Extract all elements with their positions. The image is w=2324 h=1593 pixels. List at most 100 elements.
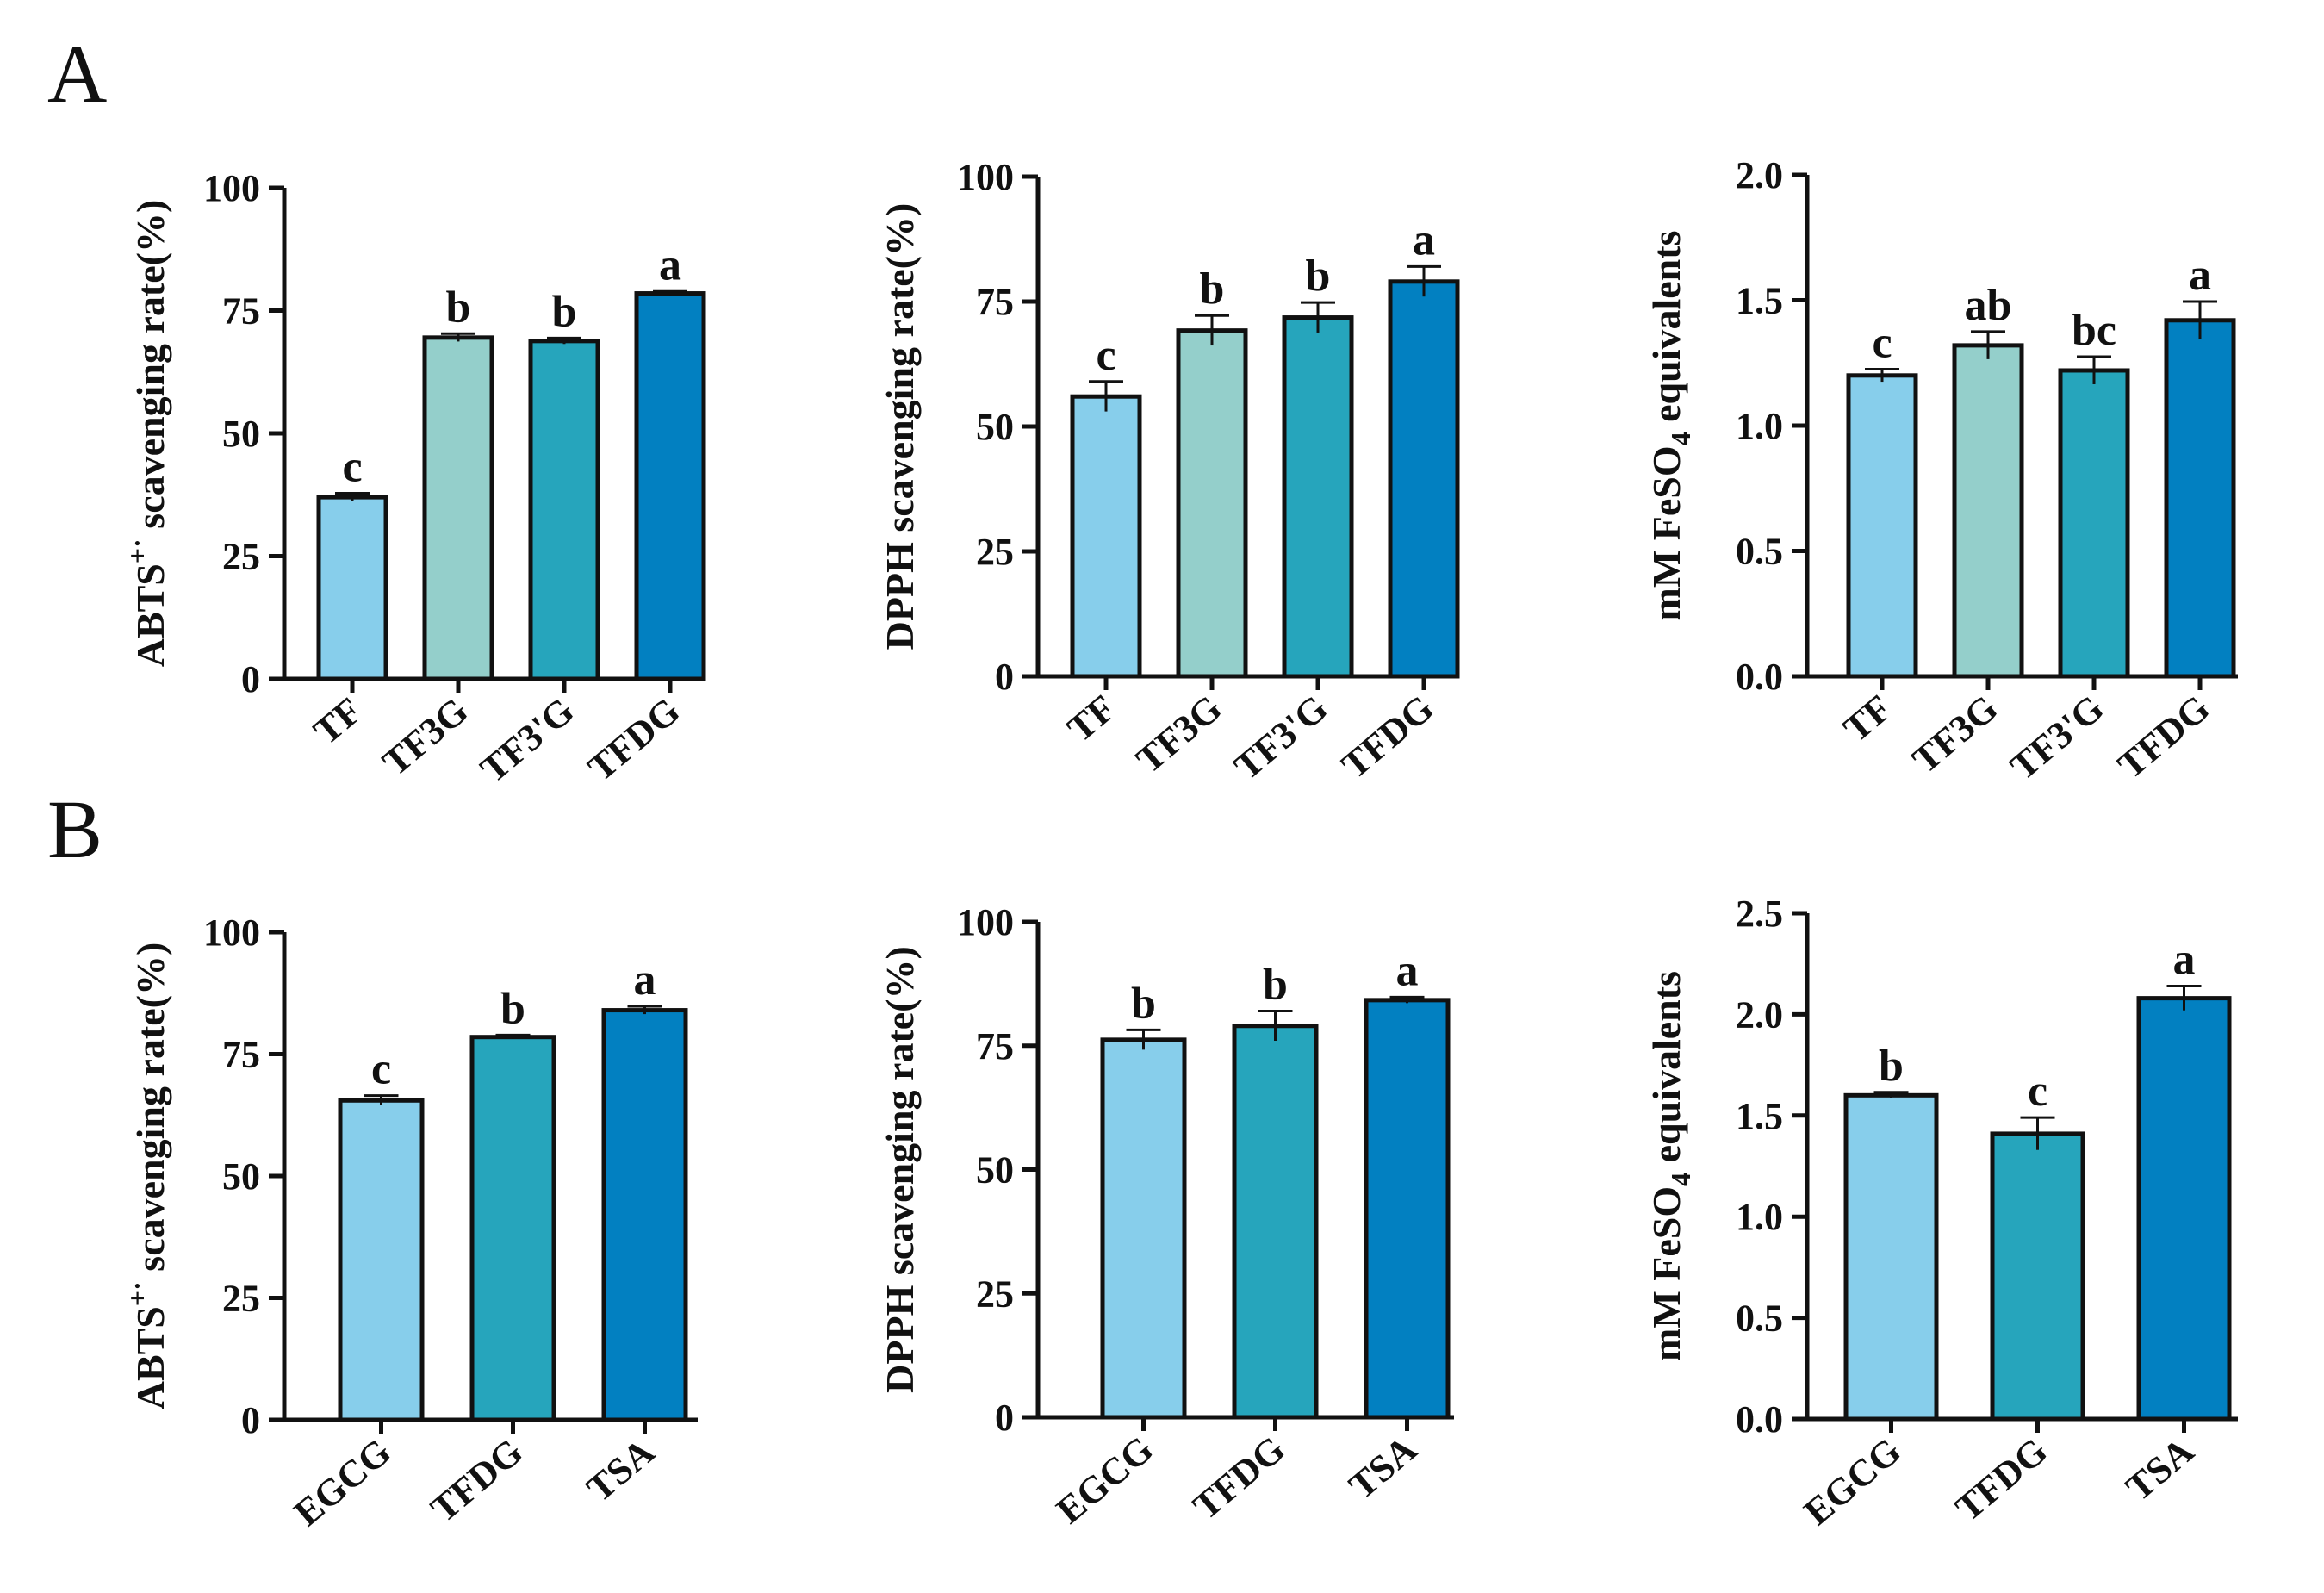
y-tick-label: 2.0 xyxy=(1736,993,1783,1036)
bar-tf3g xyxy=(1176,328,1248,679)
y-tick-label: 1.0 xyxy=(1736,1196,1783,1238)
significance-label: c xyxy=(342,443,362,492)
y-axis-title-superscript: +· xyxy=(121,1281,152,1306)
y-tick-label: 75 xyxy=(976,281,1014,323)
bar-tf3g xyxy=(2058,368,2130,679)
x-tick-label: TF3G xyxy=(1128,687,1230,781)
y-tick-label: 0.5 xyxy=(1736,531,1783,573)
x-tick-label: TF3'G xyxy=(2002,687,2111,788)
y-tick-label: 50 xyxy=(222,1155,260,1198)
y-tick-label: 0.5 xyxy=(1736,1297,1783,1340)
y-axis-title-superscript: +· xyxy=(121,538,152,563)
significance-label: b xyxy=(500,984,525,1033)
y-axis-title-rest: scavenging rate(%) xyxy=(128,200,172,538)
y-axis-title-rest: scavenging rate(%) xyxy=(128,943,172,1281)
y-tick-label: 100 xyxy=(957,901,1014,943)
bar-tfdg xyxy=(1990,1131,2085,1422)
y-axis-title: mM FeSO4 equivalents xyxy=(1644,231,1696,621)
y-axis-title-subscript: 4 xyxy=(1665,1173,1696,1186)
significance-label: c xyxy=(1872,319,1892,368)
y-axis-title-rest: equivalents xyxy=(1644,231,1688,432)
bar-tfdg xyxy=(469,1035,556,1422)
chart-5: 0 25 50 75 100 b EGCG b TFDG a TSA DPPH scavenging … xyxy=(878,901,1454,1532)
x-tick-label: TSA xyxy=(2118,1429,2202,1509)
y-tick-label: 1.5 xyxy=(1736,280,1783,322)
significance-label: c xyxy=(371,1045,391,1094)
chart-2: 0 25 50 75 100 c TF b TF3G b TF3'G a TFDG DPPH scaven… xyxy=(878,156,1460,788)
x-tick-label: EGCG xyxy=(286,1430,399,1534)
significance-label: b xyxy=(1131,979,1156,1028)
x-tick-label: TFDG xyxy=(423,1430,531,1530)
y-tick-label: 2.0 xyxy=(1736,154,1783,196)
x-tick-label: TF3'G xyxy=(1226,687,1335,788)
x-tick-label: TF3G xyxy=(375,689,476,784)
bar-egcg xyxy=(1843,1092,1939,1422)
y-tick-label: 25 xyxy=(976,531,1014,573)
y-axis-title-main: mM FeSO xyxy=(1644,1186,1688,1361)
bar-tfdg xyxy=(2164,318,2236,679)
y-axis-title-rest: equivalents xyxy=(1644,971,1688,1173)
x-tick-label: EGCG xyxy=(1048,1428,1161,1532)
panel-label-b: B xyxy=(47,783,103,875)
y-tick-label: 50 xyxy=(976,1149,1014,1192)
significance-label: c xyxy=(2028,1067,2047,1116)
y-axis-title-subscript: 4 xyxy=(1665,432,1696,445)
significance-label: a xyxy=(634,955,656,1005)
y-tick-label: 50 xyxy=(222,413,260,455)
bar-egcg xyxy=(338,1098,425,1422)
y-tick-label: 75 xyxy=(222,290,260,333)
x-tick-label: TFDG xyxy=(580,689,687,789)
bar-tfdg xyxy=(1388,279,1460,679)
y-tick-label: 0.0 xyxy=(1736,656,1783,698)
y-tick-label: 100 xyxy=(203,912,260,954)
y-tick-label: 50 xyxy=(976,406,1014,448)
bar-tf xyxy=(1070,394,1142,679)
panel-label-a: A xyxy=(47,28,107,120)
x-tick-label: TF xyxy=(1059,687,1124,750)
bar-egcg xyxy=(1100,1037,1187,1420)
x-tick-label: TFDG xyxy=(1948,1429,2055,1529)
significance-label: b xyxy=(1879,1042,1904,1091)
y-axis-title-main: ABTS xyxy=(128,563,172,667)
x-tick-label: TF3'G xyxy=(472,689,581,791)
x-tick-label: EGCG xyxy=(1796,1429,1909,1534)
bar-tfdg xyxy=(634,291,706,681)
y-tick-label: 0.0 xyxy=(1736,1398,1783,1441)
bar-tf3g xyxy=(528,339,600,681)
y-tick-label: 0 xyxy=(995,1397,1014,1439)
significance-label: b xyxy=(1306,252,1331,301)
y-axis-title: DPPH scavenging rate(%) xyxy=(878,203,922,650)
y-axis-title: ABTS+· scavenging rate(%) xyxy=(121,943,172,1410)
y-tick-label: 25 xyxy=(976,1273,1014,1315)
y-tick-label: 0 xyxy=(995,656,1014,698)
x-tick-label: TF xyxy=(306,689,370,753)
significance-label: b xyxy=(446,283,471,332)
chart-3: 0.0 0.5 1.0 1.5 2.0 c TF ab TF3G bc TF3'G a TFDG mM F… xyxy=(1644,154,2238,788)
bar-tsa xyxy=(601,1008,688,1422)
x-tick-label: TSA xyxy=(1341,1428,1425,1508)
significance-label: a xyxy=(2189,251,2211,300)
significance-label: b xyxy=(552,287,577,336)
y-tick-label: 1.0 xyxy=(1736,405,1783,447)
y-tick-label: 25 xyxy=(222,1278,260,1320)
chart-6: 0.0 0.5 1.0 1.5 2.0 2.5 b EGCG c TFDG a TSA mM FeSO4… xyxy=(1644,893,2238,1534)
y-axis-title-main: ABTS xyxy=(128,1306,172,1409)
significance-label: bc xyxy=(2072,306,2116,355)
y-tick-label: 100 xyxy=(203,167,260,209)
significance-label: a xyxy=(2173,936,2196,985)
chart-1: 0 25 50 75 100 c TF b TF3G b TF3'G a TFDG ABTS+· scav… xyxy=(121,167,706,791)
significance-label: a xyxy=(659,240,681,289)
x-tick-label: TSA xyxy=(579,1430,662,1510)
x-tick-label: TF xyxy=(1836,687,1900,750)
significance-label: b xyxy=(1200,264,1225,314)
bar-tf xyxy=(1846,373,1918,679)
significance-label: b xyxy=(1263,961,1288,1010)
bar-tf3g xyxy=(1952,343,2024,679)
y-axis-title: mM FeSO4 equivalents xyxy=(1644,971,1696,1361)
x-tick-label: TFDG xyxy=(1185,1428,1293,1528)
x-tick-label: TFDG xyxy=(2110,687,2217,787)
significance-label: a xyxy=(1396,946,1419,995)
y-tick-label: 2.5 xyxy=(1736,893,1783,935)
bar-tf3g xyxy=(1282,315,1354,679)
chart-4: 0 25 50 75 100 c EGCG b TFDG a TSA ABTS+· scavengin… xyxy=(121,912,698,1534)
